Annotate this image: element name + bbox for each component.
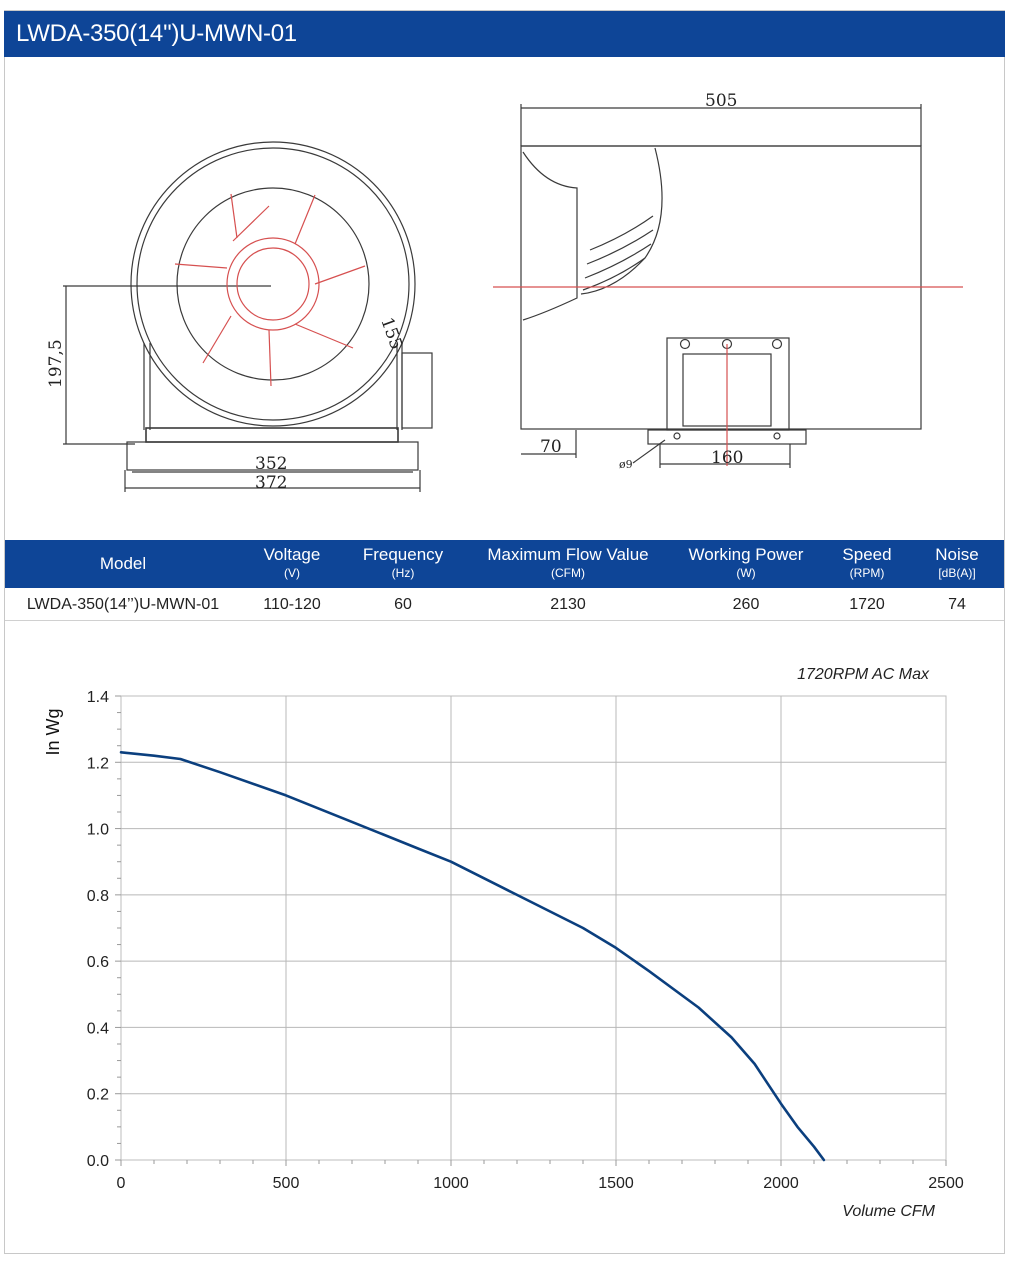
chart-y-tick-label: 0.8 — [87, 888, 109, 905]
chart-x-tick-label: 500 — [273, 1175, 300, 1192]
mount-hole-4 — [673, 432, 681, 440]
drawing-svg: 505 197,5 352 372 155 70 160 ø9 — [46, 91, 963, 493]
chart-minor-ticks — [115, 695, 947, 1166]
chart-x-tick-label: 2000 — [763, 1175, 799, 1192]
chart-y-tick-label: 0.4 — [87, 1020, 109, 1037]
chart-x-tick-label: 0 — [117, 1175, 126, 1192]
page-frame — [4, 10, 1005, 1254]
col-frequency: Frequency (Hz) — [362, 545, 444, 580]
front-base-foot — [126, 441, 419, 471]
dim-155: 155 — [376, 315, 406, 352]
col-noise: Noise [dB(A)] — [935, 545, 979, 580]
side-blade-arc-1 — [589, 215, 654, 251]
product-title: LWDA-350(14'')U-MWN-01 — [4, 11, 1005, 57]
chart-x-tick-label: 1500 — [598, 1175, 634, 1192]
cell-voltage: 110-120 — [263, 596, 321, 613]
side-blade-arc-2 — [586, 229, 654, 265]
front-blade-3 — [314, 265, 366, 285]
cell-speed: 1720 — [849, 596, 885, 613]
side-blade-curve — [580, 147, 663, 295]
chart-y-ticks: 0.0 0.2 0.4 0.6 0.8 1.0 1.2 1.4 — [87, 689, 109, 1170]
col-model: Model — [99, 554, 147, 573]
chart-y-tick-label: 1.4 — [87, 689, 109, 706]
chart-plot-frame — [120, 695, 947, 1161]
dim-352: 352 — [255, 454, 287, 474]
front-ring-2 — [136, 147, 410, 421]
front-inner-housing — [176, 187, 370, 381]
chart-y-tick-label: 0.2 — [87, 1087, 109, 1104]
col-speed: Speed (RPM) — [842, 545, 892, 580]
hole-leader — [632, 439, 666, 464]
dim-70: 70 — [540, 437, 562, 457]
front-blade-5 — [268, 329, 272, 387]
chart-y-tick-label: 1.2 — [87, 755, 109, 772]
dim-197-5: 197,5 — [46, 339, 66, 388]
side-blade-arc-3 — [584, 243, 652, 279]
technical-drawing: 505 197,5 352 372 155 70 160 ø9 — [5, 58, 1004, 540]
dim-hole: ø9 — [619, 458, 633, 471]
front-base-plate — [145, 427, 399, 443]
front-blade-6 — [202, 315, 232, 364]
col-max-flow: Maximum Flow Value (CFM) — [487, 545, 649, 580]
chart-y-tick-label: 1.0 — [87, 822, 109, 839]
cell-noise: 74 — [948, 596, 966, 613]
front-blade-2 — [294, 194, 316, 245]
dim-372: 372 — [255, 473, 287, 493]
chart-series-line — [119, 751, 826, 1162]
chart-y-tick-label: 0.6 — [87, 954, 109, 971]
cell-working-power: 260 — [732, 596, 760, 613]
chart-x-label: Volume CFM — [842, 1203, 935, 1220]
front-hub-outer — [226, 237, 320, 331]
mount-hole-3 — [771, 338, 783, 350]
front-blade-1 — [232, 205, 270, 242]
chart-x-tick-label: 1000 — [433, 1175, 469, 1192]
chart-x-ticks: 0 500 1000 1500 2000 2500 — [117, 1175, 964, 1192]
col-working-power: Working Power (W) — [688, 545, 804, 580]
cell-max-flow: 2130 — [550, 596, 586, 613]
cell-frequency: 60 — [394, 596, 412, 613]
chart-y-tick-label: 0.0 — [87, 1153, 109, 1170]
spec-table-header: Model Voltage (V) Frequency (Hz) Maximum… — [5, 540, 1004, 588]
chart-grid — [120, 695, 947, 1161]
chart-annotation: 1720RPM AC Max — [797, 666, 930, 683]
dim-505: 505 — [705, 91, 737, 111]
front-hub-inner — [236, 247, 310, 321]
col-voltage: Voltage (V) — [263, 545, 321, 580]
mount-hole-5 — [773, 432, 781, 440]
dim-160: 160 — [711, 448, 743, 468]
front-outer-ring — [130, 141, 416, 427]
chart-svg: 0 500 1000 1500 2000 2500 0.0 0.2 0.4 0.6 0.8 1.0 1… — [43, 666, 964, 1220]
chart-y-label: In Wg — [43, 708, 63, 755]
table-row: LWDA-350(14’’)U-MWN-01 110-120 60 2130 2… — [5, 590, 1004, 621]
front-blade-4 — [294, 323, 354, 349]
side-blade-arc-4 — [582, 257, 646, 291]
cell-model: LWDA-350(14’’)U-MWN-01 — [26, 596, 220, 613]
performance-chart: 0 500 1000 1500 2000 2500 0.0 0.2 0.4 0.6 0.8 1.0 1… — [5, 622, 1004, 1252]
mount-hole-1 — [679, 338, 691, 350]
chart-x-tick-label: 2500 — [928, 1175, 964, 1192]
front-blade-7 — [174, 263, 228, 269]
side-inlet-curve — [522, 151, 578, 321]
front-blade-8 — [230, 193, 238, 239]
junction-box — [401, 352, 433, 429]
